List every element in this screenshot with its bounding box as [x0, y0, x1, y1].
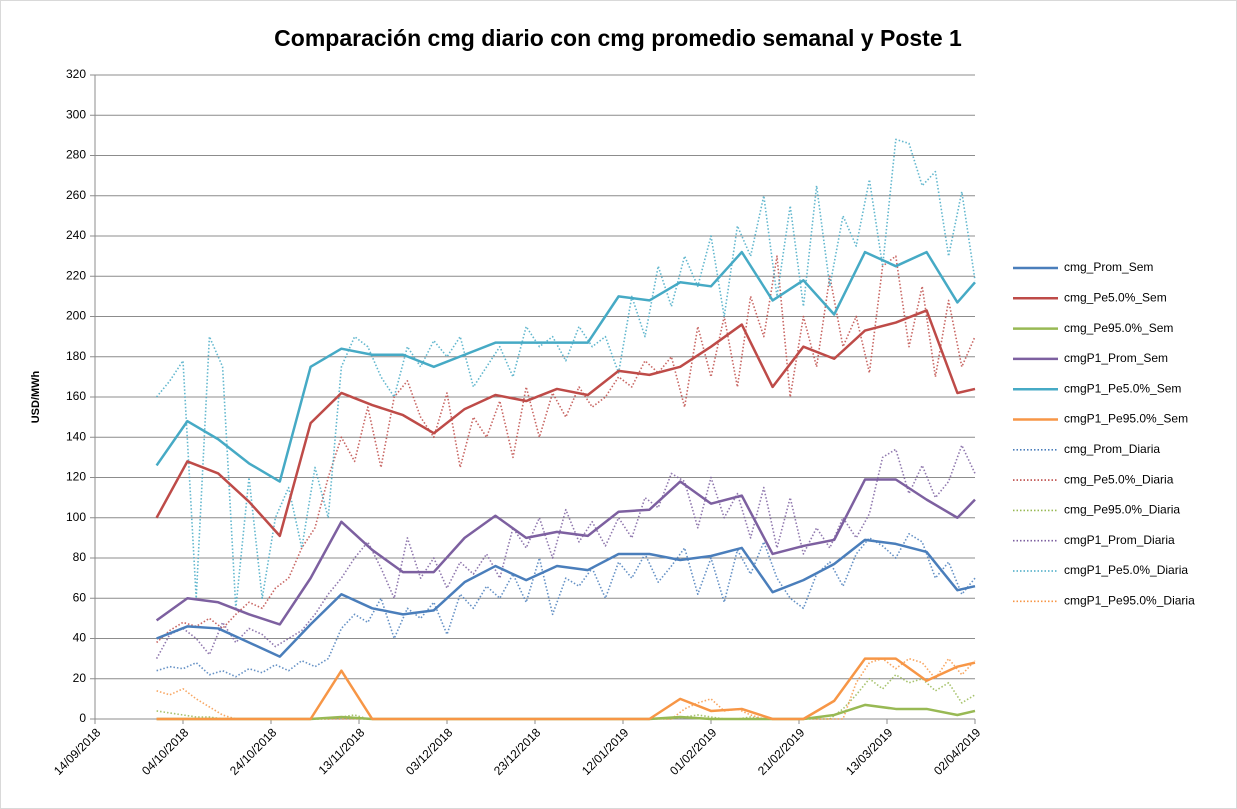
legend-label: cmg_Pe95.0%_Diaria — [1064, 503, 1180, 517]
legend-label: cmgP1_Prom_Sem — [1064, 351, 1168, 365]
y-tick-label: 180 — [66, 349, 86, 363]
y-tick-label: 240 — [66, 228, 86, 242]
legend-label: cmgP1_Pe95.0%_Sem — [1064, 412, 1188, 426]
daily-line — [156, 255, 976, 644]
y-tick-label: 20 — [73, 671, 87, 685]
weekly-line — [155, 250, 976, 483]
daily-line — [155, 444, 976, 660]
chart-title: Comparación cmg diario con cmg promedio … — [274, 25, 962, 51]
y-tick-label: 260 — [66, 188, 86, 202]
legend-label: cmgP1_Pe95.0%_Diaria — [1064, 593, 1195, 607]
weekly-line — [155, 309, 976, 538]
legend-label: cmg_Pe5.0%_Sem — [1064, 290, 1167, 304]
y-tick-label: 80 — [73, 550, 87, 564]
y-tick-label: 200 — [66, 309, 86, 323]
y-tick-label: 40 — [73, 631, 87, 645]
legend-label: cmgP1_Prom_Diaria — [1064, 533, 1175, 547]
y-axis-label: USD/MWh — [30, 370, 42, 423]
y-tick-label: 140 — [66, 429, 86, 443]
legend-label: cmg_Prom_Sem — [1064, 260, 1153, 274]
y-tick-label: 320 — [66, 67, 86, 81]
y-tick-label: 0 — [79, 711, 86, 725]
legend-label: cmg_Prom_Diaria — [1064, 442, 1160, 456]
y-tick-label: 120 — [66, 470, 86, 484]
y-tick-label: 60 — [73, 590, 87, 604]
legend-label: cmgP1_Pe5.0%_Diaria — [1064, 563, 1188, 577]
weekly-line — [156, 657, 976, 721]
y-tick-label: 280 — [66, 148, 86, 162]
y-tick-label: 220 — [66, 268, 86, 282]
weekly-line — [156, 538, 976, 658]
legend-label: cmgP1_Pe5.0%_Sem — [1064, 381, 1181, 395]
daily-line — [155, 138, 976, 610]
daily-line — [156, 657, 976, 720]
y-tick-label: 160 — [66, 389, 86, 403]
weekly-line — [155, 478, 976, 626]
y-tick-label: 300 — [66, 107, 86, 121]
daily-line — [156, 533, 976, 678]
legend-label: cmg_Pe5.0%_Diaria — [1064, 472, 1174, 486]
y-tick-label: 100 — [66, 510, 86, 524]
legend-label: cmg_Pe95.0%_Sem — [1064, 321, 1173, 335]
